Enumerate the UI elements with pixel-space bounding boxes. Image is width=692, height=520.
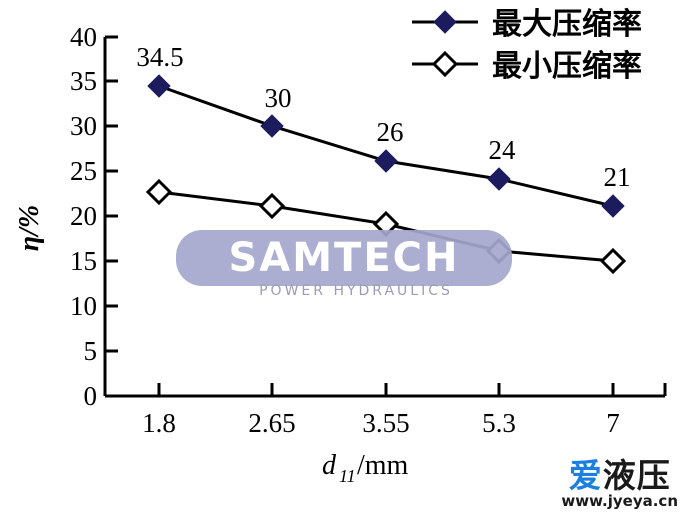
y-axis-ticks: [105, 35, 118, 398]
y-tick-label: 40: [70, 22, 97, 52]
data-label: 26: [377, 117, 404, 147]
x-axis-tick-labels: 1.8 2.65 3.55 5.3 7: [142, 408, 620, 438]
legend-label-max: 最大压缩率: [492, 7, 642, 42]
data-point-marker: [487, 167, 511, 191]
y-tick-label: 20: [70, 201, 97, 231]
series-max-data-labels: 34.5 30 26 24 21: [136, 42, 630, 192]
jyeya-watermark-name-part2: 液压: [602, 456, 671, 495]
x-axis-title: d 11 /mm: [322, 450, 409, 486]
samtech-watermark-tagline: POWER HYDRAULICS: [259, 283, 453, 299]
data-point-marker: [601, 194, 625, 218]
x-tick-label: 1.8: [142, 408, 176, 438]
x-tick-label: 7: [606, 408, 620, 438]
data-point-marker: [260, 114, 284, 138]
samtech-watermark-badge: [176, 230, 512, 286]
legend-marker-open-diamond-icon: [431, 50, 459, 78]
data-label: 30: [265, 83, 292, 113]
legend-marker-filled-diamond-icon: [433, 10, 457, 34]
y-tick-label: 10: [70, 291, 97, 321]
jyeya-watermark-name-part1: 爱: [568, 456, 603, 495]
chart-legend: 最大压缩率 最小压缩率: [412, 7, 642, 84]
x-axis-title-subscript: 11: [339, 466, 356, 486]
data-point-marker: [599, 247, 627, 275]
jyeya-watermark-name: 爱液压: [561, 459, 678, 493]
data-label: 24: [489, 135, 517, 165]
series-max-compression: 34.5 30 26 24 21: [136, 42, 631, 218]
data-label: 21: [604, 162, 631, 192]
data-label: 34.5: [136, 42, 183, 72]
y-axis-tick-labels: 40 35 30 25 20 15 10 5 0: [70, 22, 97, 411]
y-tick-label: 25: [70, 156, 97, 186]
y-tick-label: 15: [70, 246, 97, 276]
samtech-watermark-brand: SAMTECH: [228, 235, 460, 281]
y-tick-label: 0: [84, 381, 98, 411]
series-min-markers: [145, 178, 627, 275]
x-tick-label: 2.65: [248, 408, 295, 438]
y-tick-label: 5: [84, 336, 98, 366]
x-tick-label: 3.55: [362, 408, 409, 438]
x-axis-title-unit: /mm: [357, 450, 409, 481]
y-axis-title: η/%: [14, 205, 45, 251]
data-point-marker: [147, 74, 171, 98]
jyeya-watermark: 爱液压 www.jyeya.cn: [561, 459, 678, 510]
x-tick-label: 5.3: [482, 408, 516, 438]
y-tick-label: 30: [70, 111, 97, 141]
y-tick-label: 35: [70, 66, 97, 96]
legend-label-min: 最小压缩率: [492, 49, 642, 84]
data-point-marker: [145, 178, 173, 206]
jyeya-watermark-url: www.jyeya.cn: [561, 492, 678, 510]
series-max-markers: [147, 74, 625, 218]
data-point-marker: [374, 149, 398, 173]
x-axis-title-base: d: [322, 450, 337, 481]
x-axis-ticks: [157, 383, 667, 396]
data-point-marker: [258, 192, 286, 220]
series-min-compression: [145, 178, 627, 275]
